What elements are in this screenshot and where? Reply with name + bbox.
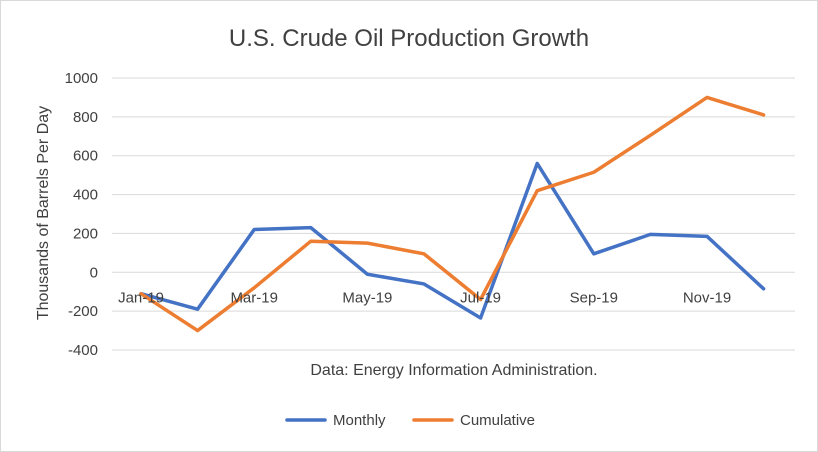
series-lines (139, 95, 766, 333)
x-tick-label: Jan-19 (118, 289, 164, 306)
x-axis-ticks: Jan-19 Mar-19 May-19 Jul-19 Sep-19 Nov-19 (118, 289, 731, 306)
y-axis-label: Thousands of Barrels Per Day (35, 106, 52, 320)
gridlines (112, 77, 795, 351)
x-tick-label: Jul-19 (460, 289, 501, 306)
x-tick-label: May-19 (342, 289, 392, 306)
x-tick-label: Mar-19 (230, 289, 278, 306)
legend-label-monthly: Monthly (333, 412, 386, 429)
chart-title: U.S. Crude Oil Production Growth (229, 25, 589, 52)
series-line-cumulative (139, 95, 766, 333)
y-tick-label: 600 (73, 148, 98, 165)
y-tick-label: -400 (68, 342, 98, 359)
y-tick-label: 0 (90, 264, 98, 281)
x-tick-label: Sep-19 (570, 289, 618, 306)
x-tick-label: Nov-19 (683, 289, 731, 306)
source-note: Data: Energy Information Administration. (310, 362, 597, 379)
y-axis-ticks: -400 -200 0 200 400 600 800 1000 (65, 70, 98, 359)
legend-label-cumulative: Cumulative (460, 412, 535, 429)
legend: Monthly Cumulative (285, 412, 535, 429)
y-tick-label: 200 (73, 225, 98, 242)
y-tick-label: 400 (73, 187, 98, 204)
y-tick-label: 800 (73, 109, 98, 126)
y-tick-label: -200 (68, 303, 98, 320)
series-line-monthly (139, 161, 766, 320)
y-tick-label: 1000 (65, 70, 98, 87)
